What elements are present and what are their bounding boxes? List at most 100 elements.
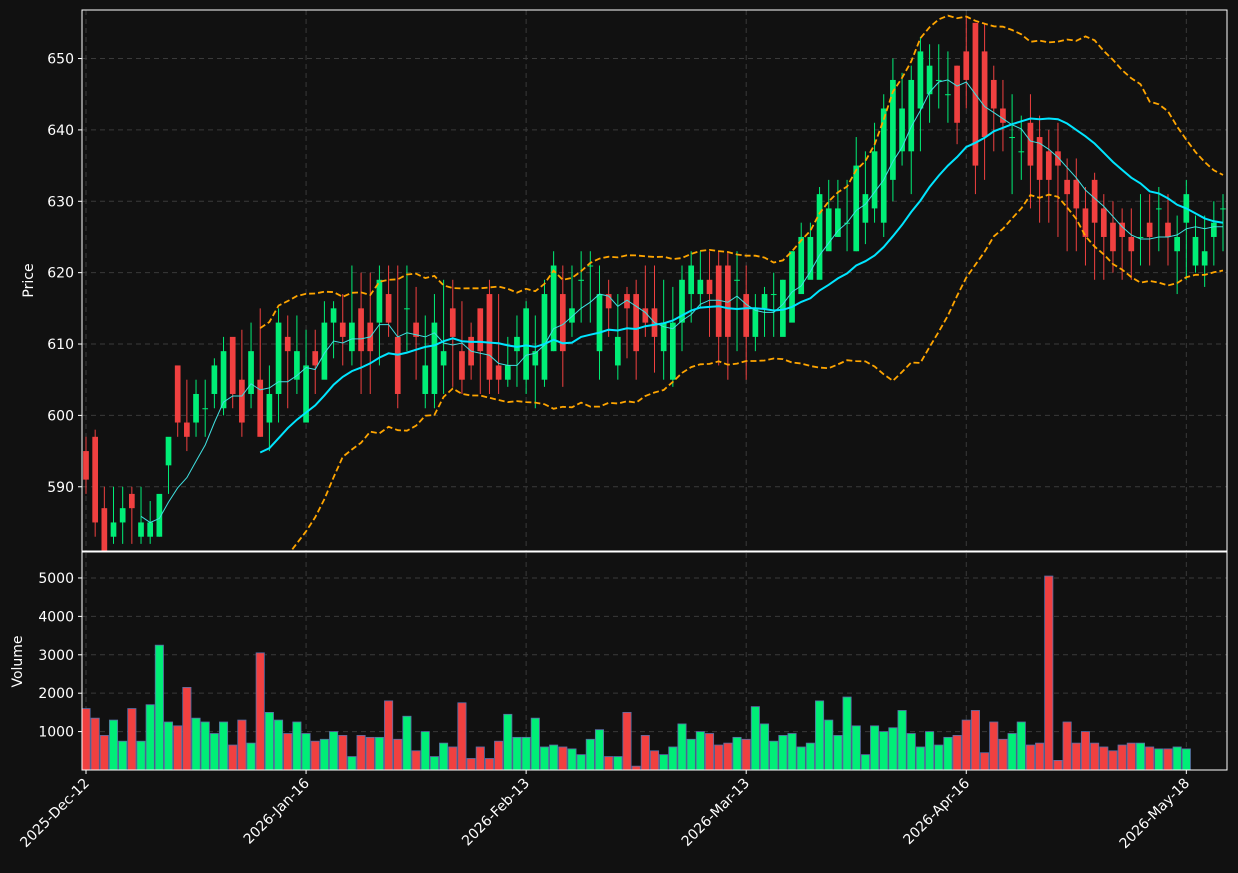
candle-body	[807, 236, 814, 280]
candle-body	[202, 408, 209, 410]
candle-body	[1146, 222, 1153, 237]
candle-body	[550, 265, 557, 352]
ma-slow-line	[259, 117, 1224, 454]
volume-bar	[604, 756, 614, 771]
volume-bar	[374, 736, 384, 771]
candle-body	[129, 493, 135, 509]
candle-body	[275, 322, 282, 394]
candle-body	[174, 365, 181, 423]
candle-body	[303, 365, 309, 423]
price-axis-title: Price	[21, 263, 37, 297]
candle-body	[1018, 151, 1025, 153]
candle-body	[871, 151, 878, 209]
volume-bar	[1053, 759, 1063, 771]
volume-tick-label: 1000	[38, 725, 74, 741]
candle-body	[477, 308, 484, 352]
volume-bar	[365, 736, 375, 771]
price-tick-label: 610	[47, 337, 74, 353]
volume-bar	[961, 719, 971, 771]
candle-body	[1192, 236, 1199, 266]
volume-bar	[429, 756, 439, 771]
volume-bar	[860, 754, 870, 771]
volume-bar	[750, 706, 760, 771]
candle-body	[880, 108, 887, 223]
volume-bar	[970, 710, 980, 771]
volume-bar	[1080, 731, 1090, 771]
candle-body	[422, 365, 429, 394]
volume-bar	[1071, 742, 1081, 771]
candle-body	[1045, 151, 1052, 180]
candle-body	[321, 322, 328, 380]
volume-bar	[870, 725, 880, 771]
candle-body	[926, 65, 933, 95]
volume-bar	[622, 711, 632, 771]
candle-body	[184, 422, 190, 437]
volume-bar	[292, 721, 302, 771]
candle-body	[963, 51, 970, 80]
volume-panel-frame	[81, 551, 1228, 771]
volume-bar	[90, 717, 100, 771]
volume-bar	[649, 750, 660, 771]
volume-bar	[631, 765, 641, 771]
candle-body	[660, 322, 667, 352]
volume-bar	[943, 736, 953, 771]
volume-bar	[512, 736, 522, 771]
candle-body	[1220, 208, 1226, 210]
volume-bar	[585, 738, 595, 771]
candle-body	[376, 279, 383, 323]
volume-bar	[778, 735, 788, 771]
candle-body	[789, 251, 795, 323]
candle-body	[569, 308, 575, 323]
volume-bar	[173, 725, 183, 771]
volume-bar	[81, 708, 91, 771]
candle-body	[504, 365, 511, 380]
candle-body	[890, 79, 896, 180]
volume-bar	[842, 696, 852, 771]
candle-body	[1210, 222, 1217, 237]
candle-body	[248, 351, 254, 394]
candle-body	[514, 336, 520, 352]
candle-body	[734, 279, 740, 281]
volume-bar	[356, 735, 366, 771]
candle-body	[981, 51, 988, 138]
volume-bar	[897, 710, 907, 771]
volume-bar	[567, 748, 577, 771]
volume-bar	[99, 735, 109, 771]
candle-body	[266, 393, 273, 423]
volume-bar	[695, 731, 705, 771]
volume-bar	[824, 719, 834, 771]
volume-bar	[539, 746, 549, 771]
volume-bar	[1163, 748, 1173, 771]
volume-bar	[411, 750, 421, 771]
candle-body	[816, 194, 823, 280]
volume-tick-label: 4000	[38, 609, 74, 625]
volume-bar	[805, 742, 815, 771]
volume-bar	[704, 733, 715, 771]
volume-bar	[237, 719, 247, 771]
price-tick-label: 640	[47, 123, 74, 139]
volume-bar	[439, 742, 449, 771]
candle-body	[1027, 122, 1034, 166]
candle-body	[459, 351, 465, 380]
price-tick-label: 600	[47, 408, 74, 424]
ma-fast-line	[140, 79, 1223, 524]
candle-body	[578, 279, 584, 281]
volume-bar	[815, 700, 825, 771]
volume-bar	[760, 723, 770, 771]
candle-body	[780, 279, 786, 337]
volume-bar	[1108, 750, 1118, 771]
candle-body	[917, 51, 924, 109]
volume-bar	[640, 735, 650, 771]
volume-bar	[319, 738, 329, 771]
candle-body	[835, 208, 841, 237]
volume-bar	[1099, 746, 1109, 771]
volume-bar	[255, 652, 265, 771]
volume-bar	[576, 754, 586, 771]
candle-body	[669, 322, 676, 380]
candle-body	[339, 322, 346, 337]
volume-bar	[338, 735, 348, 771]
price-tick-label: 630	[47, 194, 74, 210]
candle-body	[1110, 222, 1116, 252]
volume-bar	[484, 758, 494, 771]
